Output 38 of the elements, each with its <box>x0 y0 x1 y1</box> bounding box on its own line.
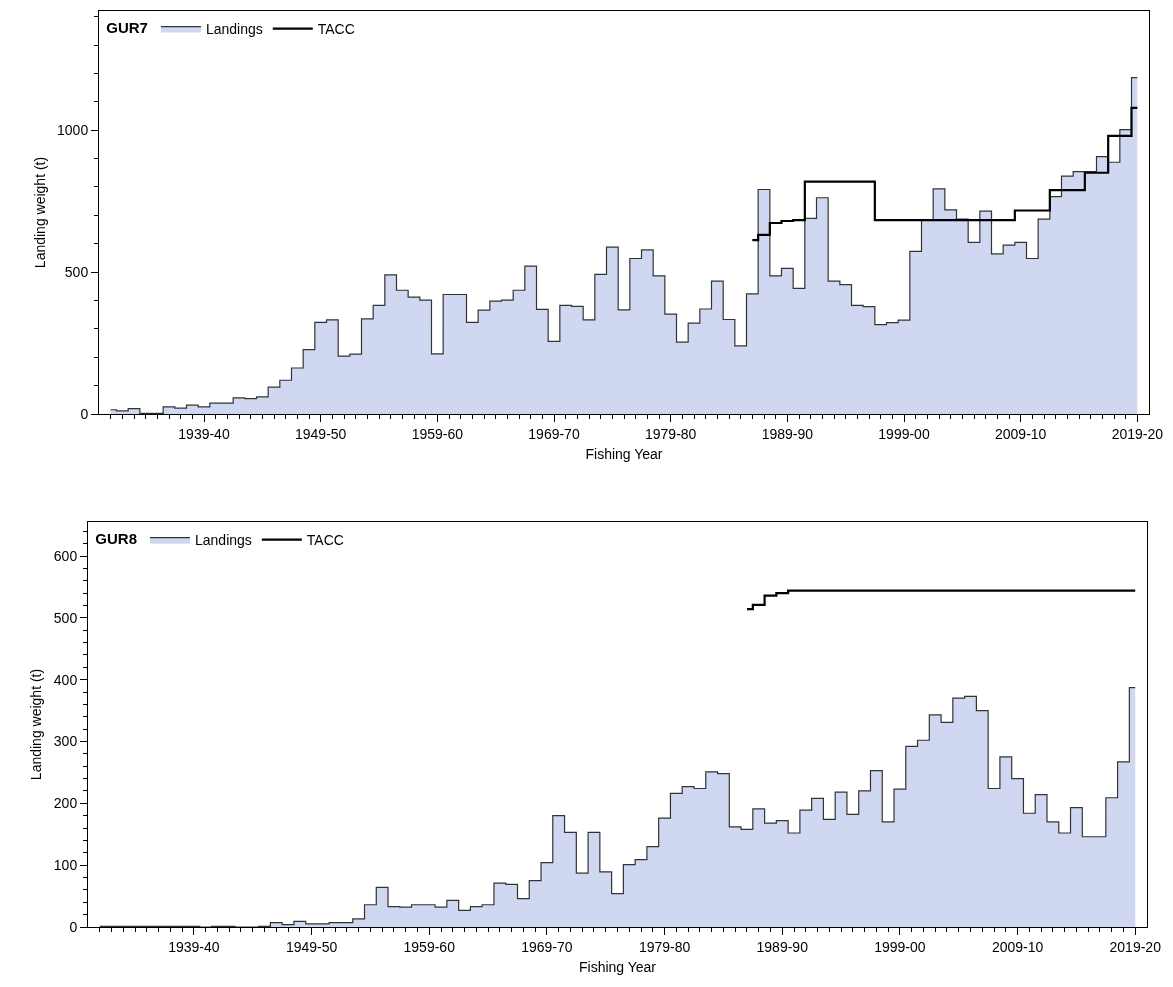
legend-title: GUR7 <box>106 18 148 36</box>
y-tick-label: 0 <box>80 405 89 422</box>
y-tick-label: 200 <box>53 795 78 812</box>
x-tick-label: 2009-10 <box>991 938 1044 955</box>
x-tick-label: 1999-00 <box>878 425 930 442</box>
y-tick-label: 500 <box>64 264 89 280</box>
x-tick-label: 1949-50 <box>285 938 338 955</box>
x-tick-label: 1979-80 <box>638 938 691 955</box>
y-tick-label: 0 <box>69 918 78 935</box>
x-tick-label: 1959-60 <box>411 425 464 442</box>
y-tick-label: 100 <box>53 857 78 874</box>
legend-label: TACC <box>317 21 355 38</box>
x-axis-title: Fishing Year <box>578 959 657 976</box>
x-tick-label: 1959-60 <box>403 938 456 955</box>
x-tick-label: 1969-70 <box>528 425 580 442</box>
legend-title: GUR8 <box>95 529 137 547</box>
y-tick-label: 300 <box>53 733 78 750</box>
x-tick-label: 1939-40 <box>178 425 230 442</box>
x-tick-label: 2019-20 <box>1111 425 1164 442</box>
x-tick-label: 2019-20 <box>1109 938 1162 955</box>
x-axis-title: Fishing Year <box>585 446 663 463</box>
y-tick-label: 500 <box>53 609 78 626</box>
y-tick-label: 600 <box>53 547 78 564</box>
x-tick-label: 1969-70 <box>521 938 573 955</box>
y-tick-label: 1000 <box>57 122 89 139</box>
x-tick-label: 1989-90 <box>756 938 809 955</box>
x-tick-label: 1999-00 <box>874 938 926 955</box>
x-tick-label: 1949-50 <box>294 425 347 442</box>
legend-label: TACC <box>306 532 344 549</box>
legend-label: Landings <box>205 21 263 38</box>
x-tick-label: 1939-40 <box>168 938 220 955</box>
x-tick-label: 2009-10 <box>994 425 1047 442</box>
y-axis-title: Landing weight (t) <box>31 156 48 269</box>
x-tick-label: 1979-80 <box>644 425 697 442</box>
y-tick-label: 400 <box>53 671 78 688</box>
x-tick-label: 1989-90 <box>761 425 814 442</box>
legend-label: Landings <box>194 532 252 549</box>
y-axis-title: Landing weight (t) <box>28 668 45 781</box>
